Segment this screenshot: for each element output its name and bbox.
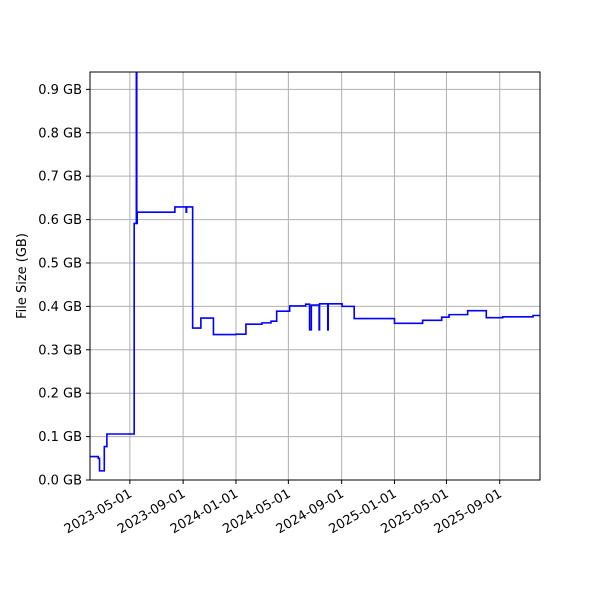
- plot-frame: [89, 71, 541, 481]
- y-tick-label: 0.3 GB: [38, 343, 82, 358]
- y-tick-label: 0.4 GB: [38, 300, 82, 315]
- grid: [90, 72, 540, 481]
- y-tick-label: 0.6 GB: [38, 213, 82, 228]
- y-tick-label: 0.0 GB: [38, 474, 82, 489]
- y-tick-label: 0.7 GB: [38, 170, 82, 185]
- y-tick-label: 0.2 GB: [38, 387, 82, 402]
- series-line: [90, 72, 540, 472]
- y-axis-label: File Size (GB): [15, 233, 30, 319]
- y-tick-label: 0.1 GB: [38, 430, 82, 445]
- y-tick-label: 0.8 GB: [38, 126, 82, 141]
- y-tick-label: 0.9 GB: [38, 83, 82, 98]
- ticks: 0.0 GB 0.1 GB 0.2 GB 0.3 GB 0.4 GB 0.5 GB 0.6 …: [38, 83, 505, 537]
- y-tick-label: 0.5 GB: [38, 256, 82, 271]
